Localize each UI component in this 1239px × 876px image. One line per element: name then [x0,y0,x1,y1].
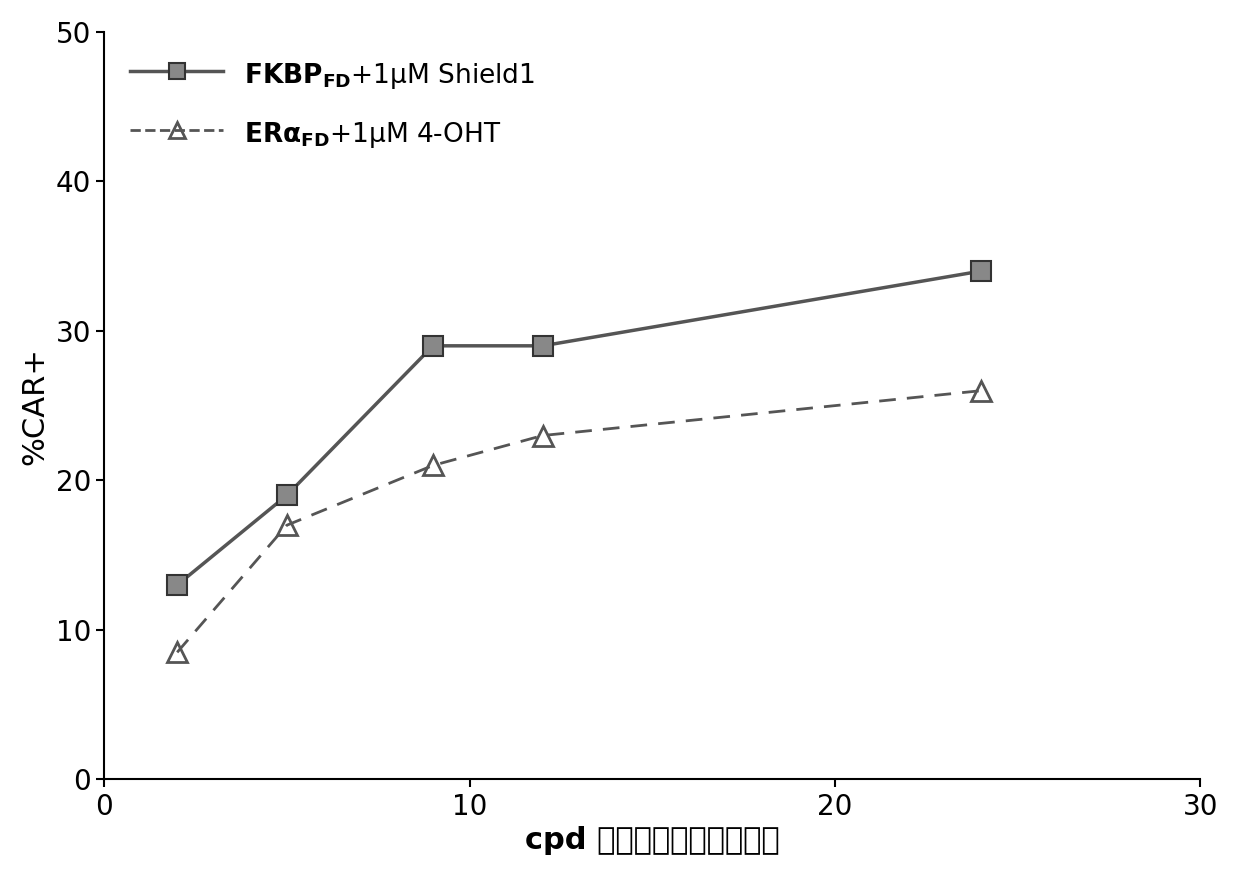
Legend: $\mathbf{FKBP_{FD}}$+1μM Shield1, $\mathbf{ER\alpha_{FD}}$+1μM 4-OHT: $\mathbf{FKBP_{FD}}$+1μM Shield1, $\math… [118,45,548,164]
X-axis label: cpd 处理后的时间（小时）: cpd 处理后的时间（小时） [525,826,779,855]
Y-axis label: %CAR+: %CAR+ [21,347,50,464]
